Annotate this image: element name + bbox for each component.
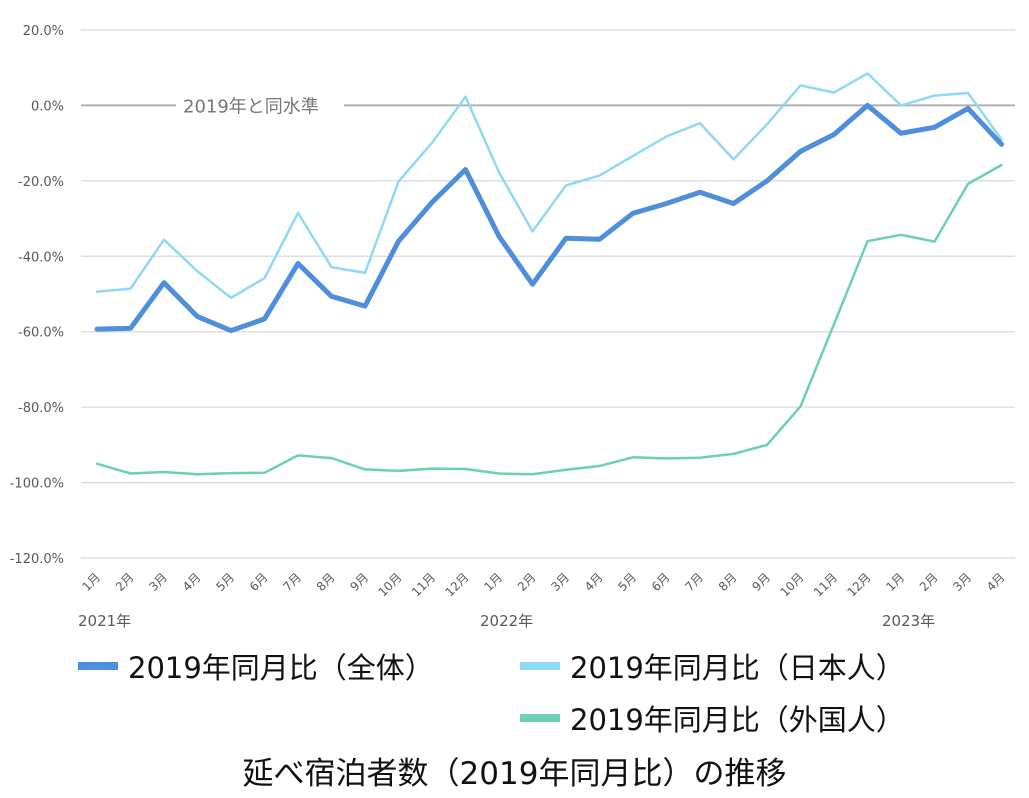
reference-line-label: 2019年と同水準 xyxy=(183,96,319,117)
x-tick-label: 8月 xyxy=(314,570,338,594)
year-label: 2021年 xyxy=(78,612,131,630)
legend-label-japanese: 2019年同月比（日本人） xyxy=(570,651,905,685)
legend-label-overall: 2019年同月比（全体） xyxy=(128,651,434,685)
x-tick-label: 10月 xyxy=(375,570,404,599)
legend-swatch-foreign xyxy=(520,714,560,722)
x-tick-label: 3月 xyxy=(146,570,170,594)
series-japanese-line xyxy=(95,72,1003,300)
legend-item-foreign: 2019年同月比（外国人） xyxy=(520,697,905,739)
year-label: 2023年 xyxy=(882,612,935,630)
y-tick-label: 20.0% xyxy=(23,24,64,39)
line-chart: 20.0% 0.0% -20.0% -40.0% -60.0% -80.0% -100.0%… xyxy=(10,24,1015,630)
y-tick-label: -120.0% xyxy=(10,552,64,567)
legend-swatch-overall xyxy=(78,662,118,670)
series-foreign-line xyxy=(95,163,1003,476)
x-tick-label: 4月 xyxy=(984,570,1008,594)
x-tick-label: 3月 xyxy=(548,570,572,594)
x-tick-label: 9月 xyxy=(347,570,371,594)
x-tick-label: 2月 xyxy=(917,570,941,594)
y-axis: 20.0% 0.0% -20.0% -40.0% -60.0% -80.0% -100.0%… xyxy=(10,24,64,567)
chart-title: 延べ宿泊者数（2019年同月比）の推移 xyxy=(242,756,787,792)
x-tick-label: 1月 xyxy=(79,570,103,594)
x-tick-label: 12月 xyxy=(844,570,873,599)
reference-annotation: 2019年と同水準 xyxy=(176,93,344,118)
x-tick-label: 6月 xyxy=(649,570,673,594)
x-tick-label: 11月 xyxy=(811,570,840,599)
x-tick-label: 2月 xyxy=(113,570,137,594)
y-tick-label: 0.0% xyxy=(31,99,64,114)
x-tick-label: 1月 xyxy=(481,570,505,594)
x-axis: 1月 2月 3月 4月 5月 6月 7月 8月 9月 10月 11月 12月 1月 2月 3月 4月 5月 6月 7… xyxy=(78,570,1008,630)
series-overall-line xyxy=(94,102,1004,334)
x-tick-label: 5月 xyxy=(615,570,639,594)
year-label: 2022年 xyxy=(480,612,533,630)
series-lines xyxy=(94,72,1004,476)
legend-swatch-japanese xyxy=(520,662,560,670)
legend-item-overall: 2019年同月比（全体） xyxy=(78,645,434,687)
x-tick-label: 5月 xyxy=(213,570,237,594)
x-tick-label: 8月 xyxy=(716,570,740,594)
y-tick-label: -40.0% xyxy=(18,250,64,265)
x-tick-label: 11月 xyxy=(409,570,438,599)
x-tick-label: 10月 xyxy=(777,570,806,599)
x-tick-label: 12月 xyxy=(442,570,471,599)
x-tick-label: 1月 xyxy=(883,570,907,594)
y-tick-label: -20.0% xyxy=(18,175,64,190)
y-tick-label: -100.0% xyxy=(10,477,64,492)
legend-label-foreign: 2019年同月比（外国人） xyxy=(570,703,905,737)
x-tick-label: 2月 xyxy=(515,570,539,594)
x-tick-label: 6月 xyxy=(247,570,271,594)
annotation-background xyxy=(176,93,344,118)
legend-item-japanese: 2019年同月比（日本人） xyxy=(520,645,905,687)
x-tick-label: 9月 xyxy=(749,570,773,594)
x-tick-label: 4月 xyxy=(582,570,606,594)
x-tick-label: 7月 xyxy=(280,570,304,594)
x-tick-label: 3月 xyxy=(950,570,974,594)
x-tick-label: 7月 xyxy=(682,570,706,594)
x-tick-label: 4月 xyxy=(180,570,204,594)
y-tick-label: -80.0% xyxy=(18,401,64,416)
y-tick-label: -60.0% xyxy=(18,326,64,341)
